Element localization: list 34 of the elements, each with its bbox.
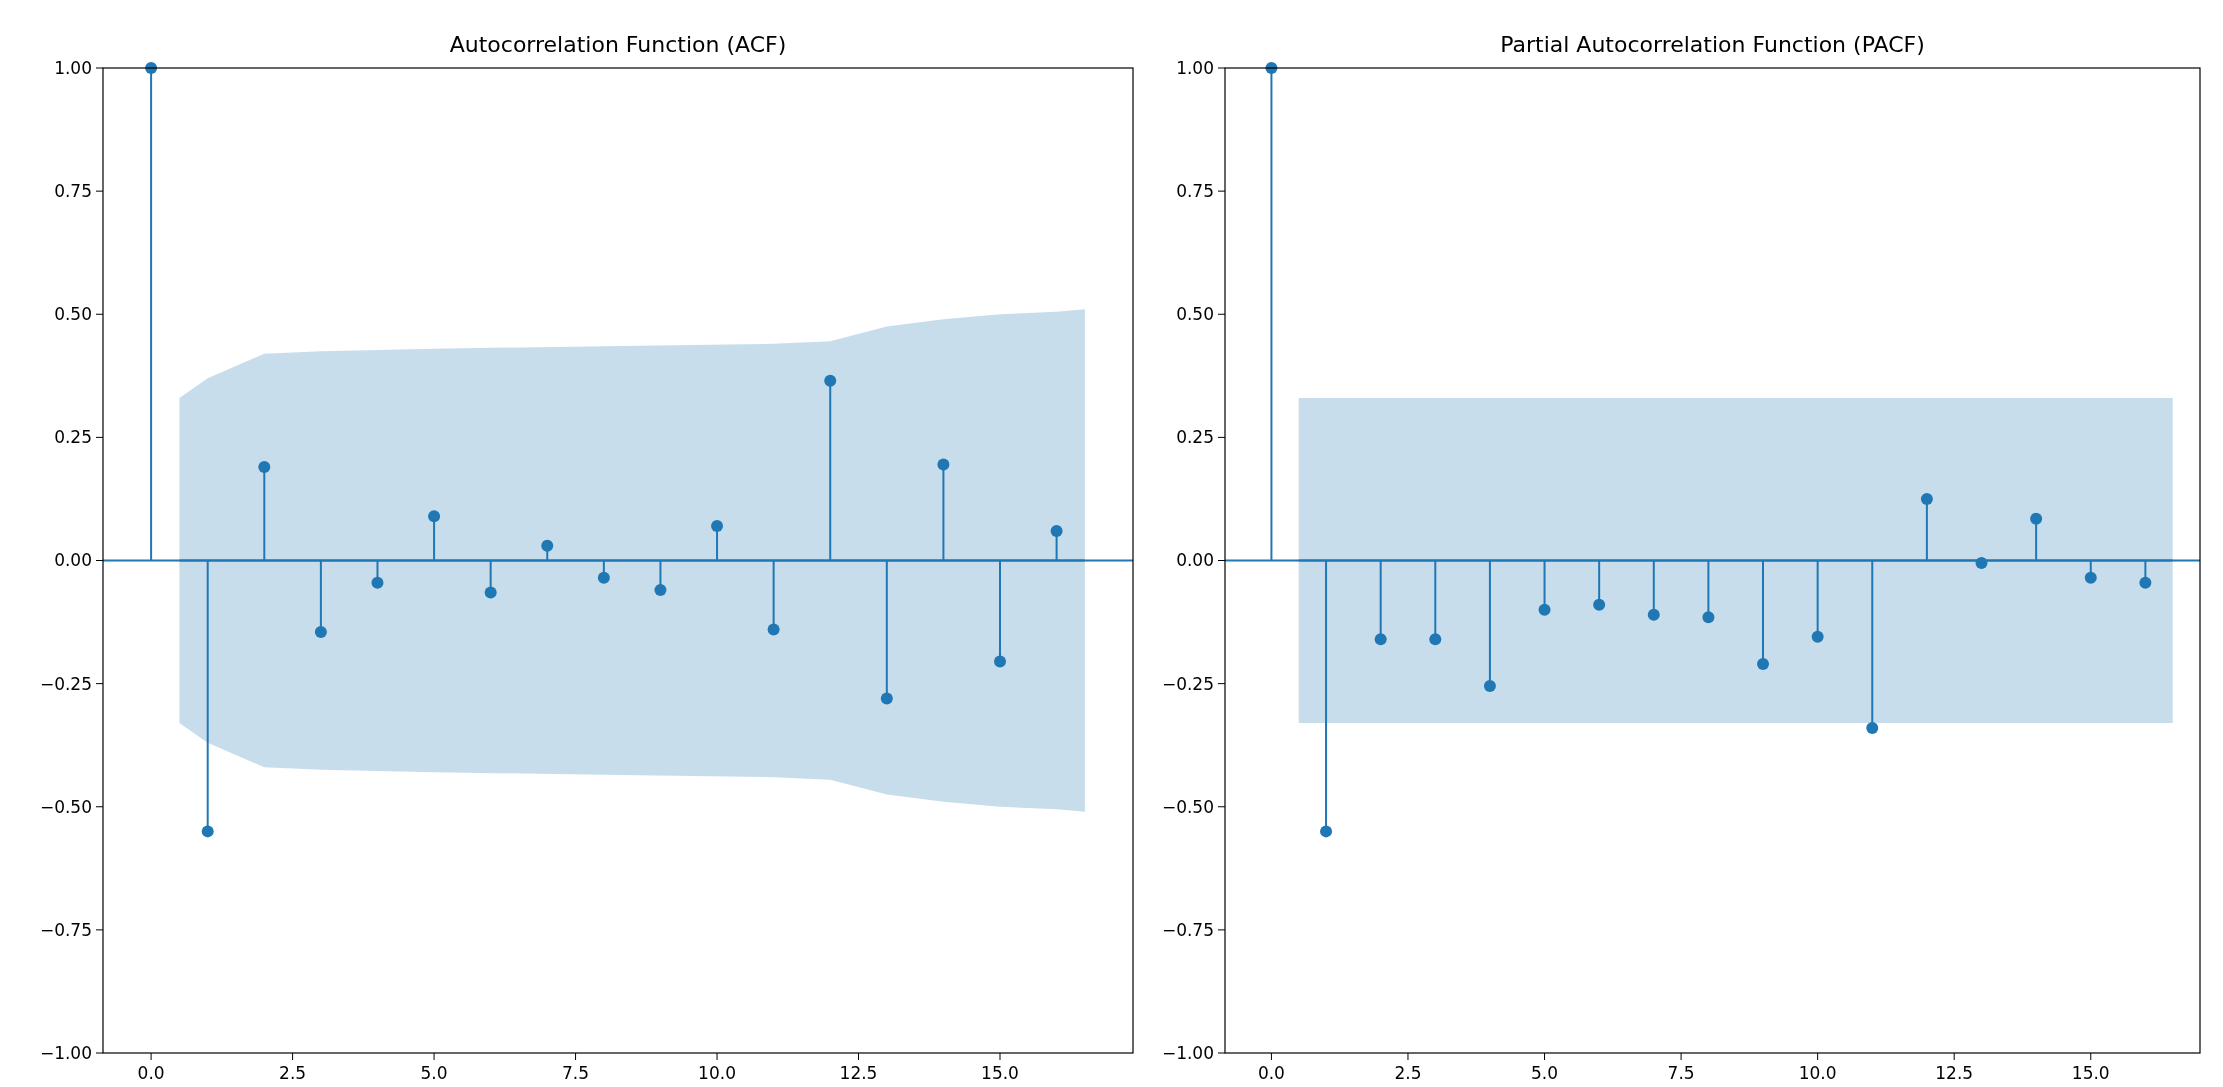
x-tick-label: 10.0 (698, 1063, 736, 1083)
y-tick-label: 1.00 (54, 57, 92, 78)
x-tick-label: 0.0 (137, 1063, 165, 1083)
x-tick-label: 7.5 (562, 1063, 590, 1083)
y-tick-label: −0.75 (1161, 919, 1214, 940)
x-tick-label: 5.0 (420, 1063, 448, 1083)
x-tick-label: 12.5 (1935, 1063, 1974, 1083)
y-tick-label: 0.25 (1176, 427, 1214, 448)
x-tick-label: 2.5 (1394, 1063, 1422, 1083)
x-tick-label: 2.5 (279, 1063, 307, 1083)
y-tick-label: −0.75 (39, 919, 92, 940)
y-tick-label: −1.00 (1161, 1042, 1214, 1063)
y-tick-label: −0.25 (39, 673, 92, 694)
chart-title: Partial Autocorrelation Function (PACF) (1500, 32, 1925, 57)
x-tick-label: 15.0 (981, 1063, 1019, 1083)
y-tick-label: 0.75 (1176, 181, 1214, 202)
y-tick-label: 0.25 (54, 427, 92, 448)
x-tick-label: 7.5 (1667, 1063, 1695, 1083)
x-tick-label: 12.5 (839, 1063, 878, 1083)
x-tick-label: 5.0 (1531, 1063, 1559, 1083)
y-tick-label: 0.00 (1176, 550, 1214, 571)
y-tick-label: 0.75 (54, 181, 92, 202)
y-tick-label: −1.00 (39, 1042, 92, 1063)
x-tick-label: 0.0 (1257, 1063, 1285, 1083)
y-tick-label: 0.00 (54, 550, 92, 571)
y-tick-label: −0.50 (1161, 796, 1214, 817)
y-tick-label: −0.50 (39, 796, 92, 817)
y-tick-label: 1.00 (1176, 57, 1214, 78)
y-tick-label: 0.50 (54, 304, 92, 325)
y-tick-label: 0.50 (1176, 304, 1214, 325)
chart-title: Autocorrelation Function (ACF) (449, 32, 787, 57)
y-tick-label: −0.25 (1161, 673, 1214, 694)
x-tick-label: 10.0 (1798, 1063, 1837, 1083)
x-tick-label: 15.0 (2071, 1063, 2110, 1083)
